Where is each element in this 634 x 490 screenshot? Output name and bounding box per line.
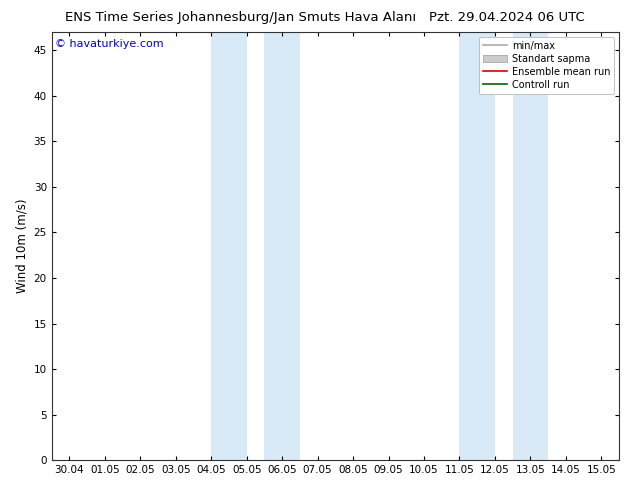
- Bar: [460, 32, 495, 460]
- Text: © havaturkiye.com: © havaturkiye.com: [55, 39, 163, 49]
- Bar: [513, 32, 548, 460]
- Text: Pzt. 29.04.2024 06 UTC: Pzt. 29.04.2024 06 UTC: [429, 11, 585, 24]
- Legend: min/max, Standart sapma, Ensemble mean run, Controll run: min/max, Standart sapma, Ensemble mean r…: [479, 37, 614, 94]
- Bar: [211, 32, 247, 460]
- Text: ENS Time Series Johannesburg/Jan Smuts Hava Alanı: ENS Time Series Johannesburg/Jan Smuts H…: [65, 11, 417, 24]
- Bar: [264, 32, 300, 460]
- Y-axis label: Wind 10m (m/s): Wind 10m (m/s): [15, 199, 28, 294]
